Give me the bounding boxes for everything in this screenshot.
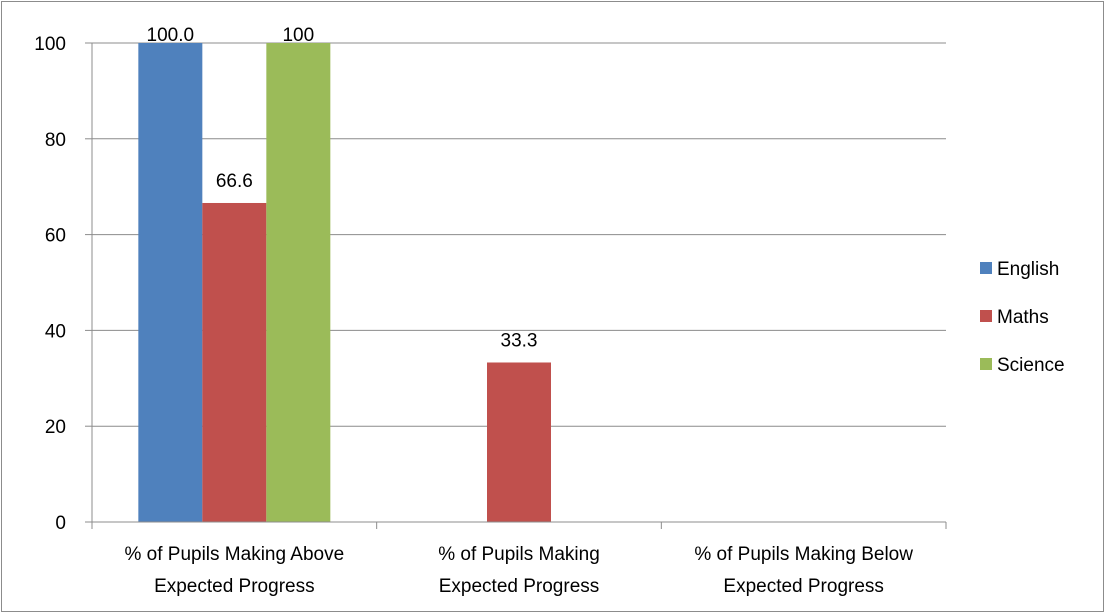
x-category-label: % of Pupils Making Below (694, 544, 913, 565)
x-category-label: % of Pupils Making (438, 544, 600, 565)
x-category-label: Expected Progress (723, 576, 884, 597)
y-tick-label: 40 (45, 321, 66, 342)
legend-label-maths: Maths (997, 307, 1049, 328)
data-label-maths-1: 33.3 (501, 330, 538, 351)
x-category-label: % of Pupils Making Above (124, 544, 344, 565)
data-labels: 100.0 66.6 33.3 100 (147, 25, 538, 351)
x-category-label: Expected Progress (154, 576, 315, 597)
bar-maths-1 (487, 362, 551, 522)
legend-label-science: Science (997, 355, 1065, 376)
y-tick-label: 60 (45, 226, 66, 247)
bar-science-0 (266, 43, 331, 522)
data-label-english-0: 100.0 (147, 25, 195, 46)
y-tick-label: 80 (45, 130, 66, 151)
x-category-label: Expected Progress (439, 576, 600, 597)
legend-swatch-english (980, 262, 992, 274)
legend-swatch-science (980, 358, 992, 370)
data-label-maths-0: 66.6 (216, 171, 253, 192)
y-tick-labels: 0 20 40 60 80 100 (34, 34, 66, 534)
legend: English Maths Science (980, 259, 1065, 376)
x-category-labels: % of Pupils Making Above Expected Progres… (124, 544, 913, 597)
legend-label-english: English (997, 259, 1059, 280)
bar-maths-0 (202, 202, 267, 522)
axes (85, 42, 947, 529)
y-tick-label: 0 (55, 513, 66, 534)
data-label-science-0: 100 (282, 25, 314, 46)
legend-swatch-maths (980, 310, 992, 322)
bar-english-0 (138, 43, 203, 522)
bars (138, 43, 551, 522)
y-tick-label: 20 (45, 417, 66, 438)
y-tick-label: 100 (34, 34, 66, 55)
